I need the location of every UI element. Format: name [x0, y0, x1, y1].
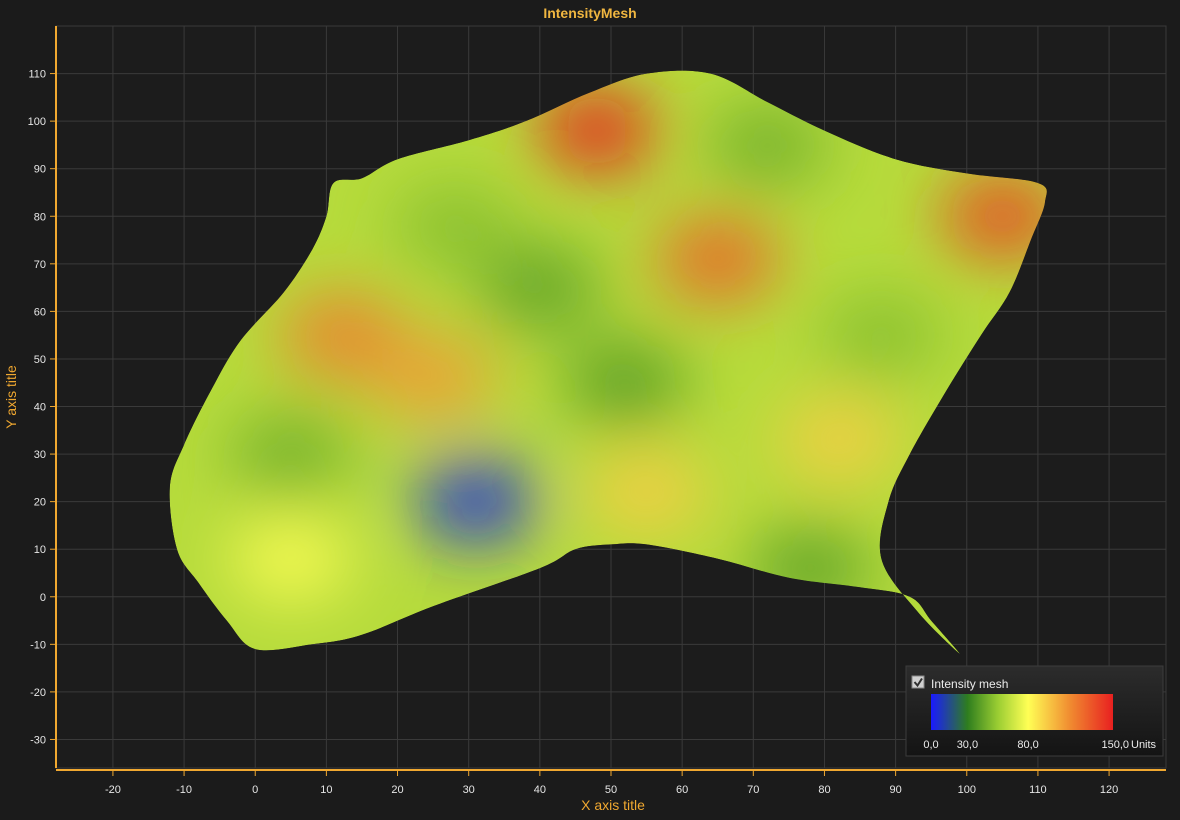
- x-tick-label: 0: [252, 784, 258, 796]
- intensity-peak: [230, 414, 352, 494]
- x-tick-label: 10: [320, 784, 332, 796]
- x-tick-label: 90: [889, 784, 901, 796]
- checkmark-icon: [913, 677, 923, 688]
- y-tick-label: 70: [34, 259, 46, 271]
- y-tick-label: 20: [34, 497, 46, 509]
- x-axis-title: X axis title: [581, 797, 645, 813]
- intensity-mesh: [169, 70, 1047, 654]
- y-tick-label: 60: [34, 306, 46, 318]
- intensity-peak: [372, 338, 494, 418]
- y-tick-label: 110: [28, 69, 46, 81]
- x-tick-label: 40: [534, 784, 546, 796]
- y-tick-label: 40: [34, 402, 46, 414]
- x-tick-label: -20: [105, 784, 121, 796]
- intensity-peak: [230, 519, 352, 598]
- intensity-peak: [657, 219, 779, 299]
- legend-tick-label: 0,0: [923, 739, 938, 751]
- intensity-peak: [820, 296, 942, 375]
- y-tick-label: 100: [28, 116, 46, 128]
- intensity-peak: [280, 296, 402, 375]
- y-axis-ticks: -30 -20 -10 0 10 20 30 40 50 60 70 80 90 100 110: [28, 69, 56, 746]
- x-tick-label: 100: [958, 784, 976, 796]
- x-axis-ticks: -20 -10 0 10 20 30 40 50 60 70 80 90 100 110 120: [105, 770, 1118, 796]
- intensity-peak: [415, 462, 537, 541]
- intensity-peak: [707, 105, 829, 185]
- y-tick-label: 80: [34, 211, 46, 223]
- x-tick-label: 70: [747, 784, 759, 796]
- y-tick-label: -10: [30, 639, 46, 651]
- legend-tick-label: 150,0: [1101, 739, 1129, 751]
- y-tick-label: 0: [40, 592, 46, 604]
- y-tick-label: 50: [34, 354, 46, 366]
- y-tick-label: 90: [34, 164, 46, 176]
- intensity-peak: [536, 91, 658, 170]
- x-tick-label: 120: [1100, 784, 1118, 796]
- y-tick-label: 10: [34, 544, 46, 556]
- y-axis-title: Y axis title: [3, 365, 19, 429]
- y-tick-label: -20: [30, 687, 46, 699]
- legend-tick-label: 30,0: [957, 739, 978, 751]
- legend-label: Intensity mesh: [931, 677, 1008, 691]
- intensity-peak: [393, 186, 515, 265]
- x-tick-label: -10: [176, 784, 192, 796]
- legend-color-scale: [931, 694, 1113, 730]
- legend-unit: Units: [1131, 739, 1157, 751]
- x-tick-label: 80: [818, 784, 830, 796]
- intensity-peak: [564, 343, 686, 422]
- x-tick-label: 20: [391, 784, 403, 796]
- intensity-peak: [778, 400, 900, 479]
- legend-checkbox[interactable]: [911, 675, 925, 689]
- intensity-peak: [586, 452, 708, 532]
- y-tick-label: -30: [30, 734, 46, 746]
- x-tick-label: 50: [605, 784, 617, 796]
- y-tick-label: 30: [34, 449, 46, 461]
- legend-tick-label: 80,0: [1017, 739, 1038, 751]
- chart-title: IntensityMesh: [543, 5, 636, 21]
- intensity-peak: [479, 248, 601, 327]
- x-tick-label: 60: [676, 784, 688, 796]
- x-tick-label: 110: [1029, 784, 1047, 796]
- x-tick-label: 30: [463, 784, 475, 796]
- legend: Intensity mesh 0,0 30,0 80,0 150,0 Units: [905, 665, 1164, 757]
